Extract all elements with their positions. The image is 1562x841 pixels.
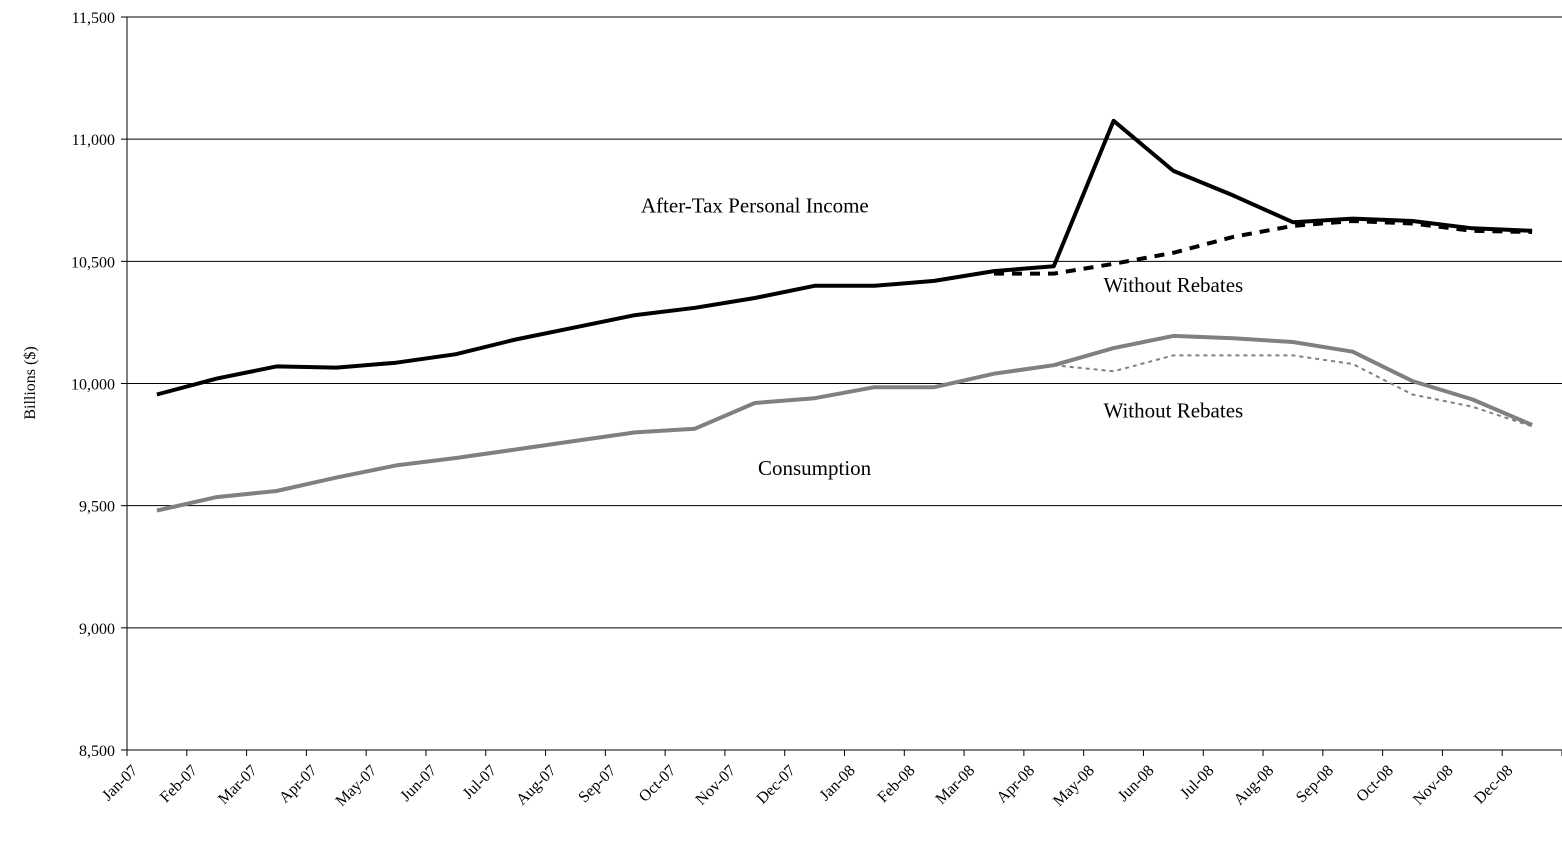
annotation-label: Consumption bbox=[758, 456, 872, 480]
y-tick-label: 10,500 bbox=[71, 254, 115, 271]
series-lines bbox=[156, 118, 1533, 513]
x-tick-label: May-07 bbox=[333, 762, 381, 810]
x-tick-label: Nov-07 bbox=[693, 762, 740, 809]
x-tick-label: Sep-07 bbox=[575, 762, 619, 806]
x-tick-label: Mar-07 bbox=[215, 762, 261, 808]
series-line-3 bbox=[156, 333, 1533, 513]
series-line-1 bbox=[156, 118, 1533, 397]
x-tick-label: Nov-08 bbox=[1410, 762, 1457, 809]
series-line-2 bbox=[994, 219, 1533, 276]
x-tick-label: Apr-08 bbox=[994, 762, 1038, 806]
x-tick-label: May-08 bbox=[1050, 762, 1098, 810]
x-tick-label: Jun-08 bbox=[1115, 762, 1158, 805]
x-tick-label: Mar-08 bbox=[933, 762, 979, 808]
x-ticks: Jan-07 Feb-07 Mar-07 Apr-07 May-07 Jun-07 Jul-… bbox=[99, 750, 1562, 810]
x-tick-label: Feb-08 bbox=[874, 762, 918, 806]
x-tick-label: Jul-08 bbox=[1177, 762, 1217, 802]
annotation-label: After-Tax Personal Income bbox=[641, 193, 869, 217]
y-tick-label: 9,500 bbox=[79, 499, 115, 516]
x-tick-label: Dec-07 bbox=[754, 762, 799, 807]
x-tick-label: Aug-07 bbox=[513, 762, 560, 809]
y-axis-label: Billions ($) bbox=[22, 346, 39, 419]
x-tick-label: Apr-07 bbox=[276, 762, 320, 806]
x-tick-label: Jun-07 bbox=[397, 762, 440, 805]
x-tick-label: Aug-08 bbox=[1231, 762, 1278, 809]
gridlines bbox=[127, 16, 1562, 629]
series-line-4 bbox=[1053, 354, 1533, 428]
y-ticks: 8,500 9,000 9,500 10,000 10,500 11,000 11,500 bbox=[71, 10, 127, 760]
y-tick-label: 8,500 bbox=[79, 743, 115, 760]
y-tick-label: 9,000 bbox=[79, 621, 115, 638]
x-tick-label: Sep-08 bbox=[1293, 762, 1337, 806]
annotation-label: Without Rebates bbox=[1103, 399, 1243, 423]
x-tick-label: Dec-08 bbox=[1471, 762, 1516, 807]
annotations: After-Tax Personal Income Without Rebates… bbox=[641, 193, 1243, 480]
x-tick-label: Jan-08 bbox=[817, 762, 859, 804]
x-tick-label: Oct-07 bbox=[636, 762, 679, 805]
annotation-label: Without Rebates bbox=[1103, 273, 1243, 297]
x-tick-label: Jan-07 bbox=[99, 762, 141, 804]
y-tick-label: 11,000 bbox=[72, 132, 115, 149]
y-tick-label: 11,500 bbox=[72, 10, 115, 27]
y-tick-label: 10,000 bbox=[71, 377, 115, 394]
x-tick-label: Oct-08 bbox=[1353, 762, 1396, 805]
x-tick-label: Feb-07 bbox=[157, 762, 201, 806]
x-tick-label: Jul-07 bbox=[460, 762, 500, 802]
